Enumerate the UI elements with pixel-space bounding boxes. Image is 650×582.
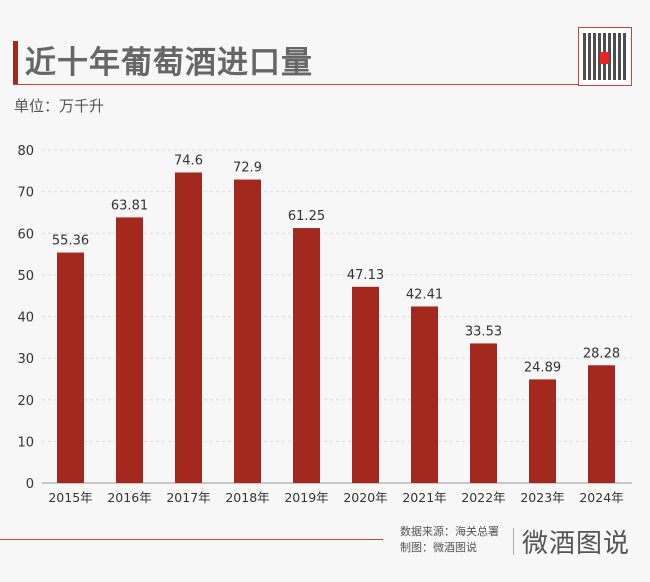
footer-separator xyxy=(513,528,514,555)
bar xyxy=(529,379,556,483)
credit-text: 制图：微酒图说 xyxy=(400,541,477,554)
y-tick-label: 10 xyxy=(17,435,34,450)
bar xyxy=(234,179,261,483)
data-label: 63.81 xyxy=(111,198,148,213)
data-label: 72.9 xyxy=(233,161,262,176)
x-tick-label: 2022年 xyxy=(461,490,505,505)
title-accent-bar xyxy=(13,41,18,85)
x-tick-label: 2018年 xyxy=(225,490,269,505)
bar xyxy=(57,252,84,483)
footer-text: 数据来源：海关总署 制图：微酒图说 xyxy=(400,524,499,556)
y-tick-label: 40 xyxy=(17,311,34,326)
data-label: 61.25 xyxy=(288,209,325,224)
x-tick-label: 2017年 xyxy=(166,490,210,505)
title-underline xyxy=(13,84,610,85)
y-tick-label: 70 xyxy=(17,186,34,201)
data-label: 24.89 xyxy=(524,360,561,375)
data-label: 74.6 xyxy=(174,153,203,168)
data-label: 55.36 xyxy=(52,234,89,249)
data-label: 47.13 xyxy=(347,268,384,283)
brand-logo: 微酒图说 xyxy=(522,529,631,559)
y-tick-label: 30 xyxy=(17,352,34,367)
data-label: 28.28 xyxy=(583,346,620,361)
x-tick-label: 2019年 xyxy=(284,490,328,505)
y-tick-label: 80 xyxy=(17,144,34,159)
x-tick-label: 2020年 xyxy=(343,490,387,505)
y-tick-label: 60 xyxy=(17,227,34,242)
bar xyxy=(411,306,438,483)
data-label: 33.53 xyxy=(465,324,502,339)
bar xyxy=(352,286,379,483)
y-tick-label: 0 xyxy=(26,477,34,492)
x-tick-label: 2024年 xyxy=(579,490,623,505)
bar xyxy=(116,217,143,483)
bar xyxy=(588,365,615,483)
footer-divider xyxy=(0,539,383,540)
bar xyxy=(293,228,320,483)
source-text: 数据来源：海关总署 xyxy=(400,525,499,538)
x-tick-label: 2016年 xyxy=(107,490,151,505)
x-tick-label: 2023年 xyxy=(520,490,564,505)
bar xyxy=(175,172,202,484)
chart-title: 近十年葡萄酒进口量 xyxy=(25,45,313,81)
bar xyxy=(470,343,497,483)
data-label: 42.41 xyxy=(406,287,443,302)
y-tick-label: 50 xyxy=(17,269,34,284)
y-tick-label: 20 xyxy=(17,394,34,409)
qr-code-icon xyxy=(578,27,632,86)
x-tick-label: 2021年 xyxy=(402,490,446,505)
x-tick-label: 2015年 xyxy=(48,490,92,505)
unit-label: 单位：万千升 xyxy=(14,97,105,115)
bar-chart: 0 10 20 30 40 50 60 70 80 55.36 2015年 63.81 2016年 74.… xyxy=(17,144,632,505)
